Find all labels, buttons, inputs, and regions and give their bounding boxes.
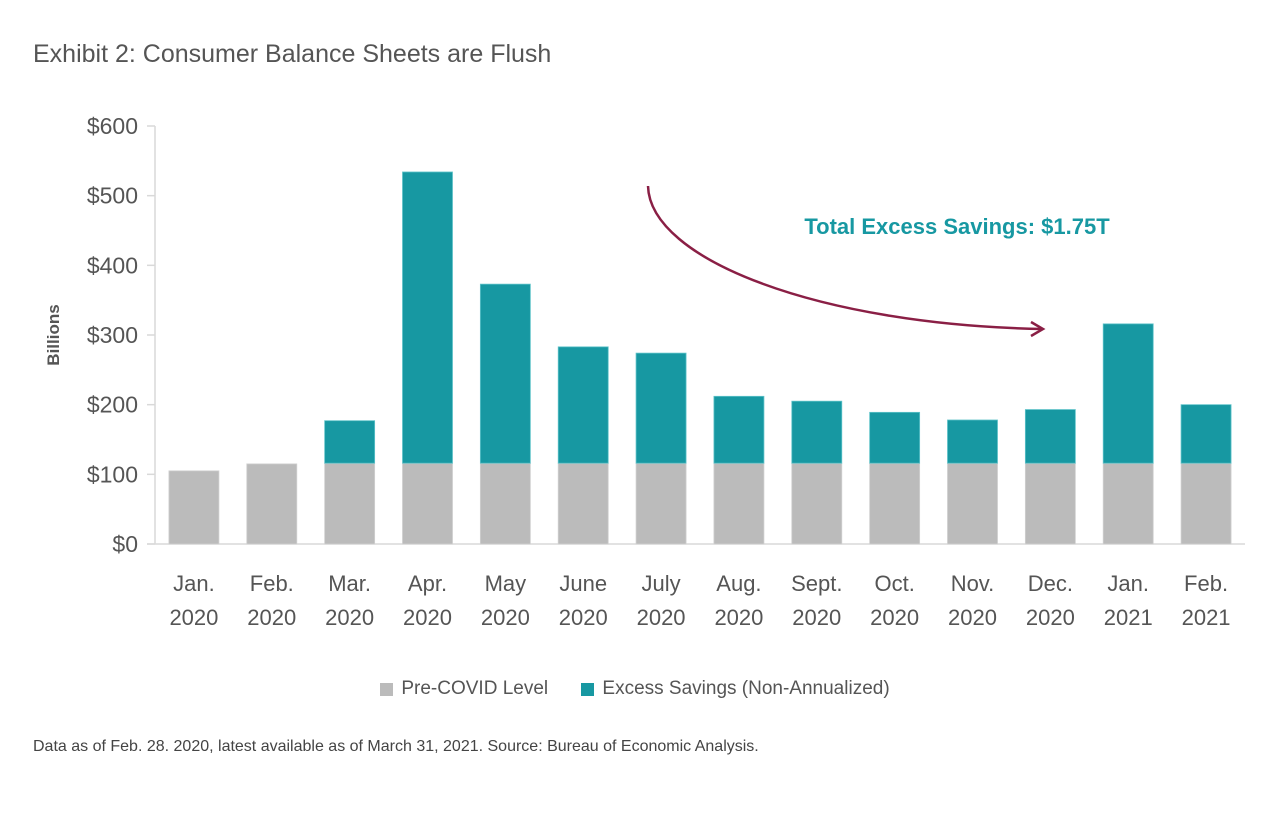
x-tick-label: 2020 — [870, 605, 919, 630]
legend-swatch-pre-covid — [380, 682, 394, 696]
bar-pre-covid — [869, 462, 921, 545]
y-tick-label: $0 — [112, 531, 138, 557]
bar-excess-savings — [557, 346, 609, 464]
x-tick-label: Apr. — [408, 571, 447, 596]
source-note: Data as of Feb. 28. 2020, latest availab… — [33, 738, 759, 755]
bar-excess-savings — [1180, 404, 1232, 464]
x-tick-label: Feb. — [1184, 571, 1228, 596]
annotation-arrow — [646, 185, 1044, 331]
x-tick-label: Aug. — [716, 571, 761, 596]
x-tick-label: 2020 — [559, 605, 608, 630]
bar-pre-covid — [713, 462, 765, 545]
bar-pre-covid — [168, 470, 220, 545]
bar-pre-covid — [791, 462, 843, 545]
legend-item-excess-savings: Excess Savings (Non-Annualized) — [581, 678, 890, 700]
y-tick-label: $200 — [87, 392, 138, 418]
x-tick-label: Sept. — [791, 571, 842, 596]
y-tick-label: $400 — [87, 252, 138, 278]
x-tick-label: May — [485, 571, 527, 596]
bar-pre-covid — [402, 462, 453, 545]
x-tick-label: Feb. — [250, 571, 294, 596]
bar-pre-covid — [1024, 462, 1076, 545]
x-tick-label: June — [559, 571, 607, 596]
x-tick-label: Oct. — [874, 571, 914, 596]
bar-pre-covid — [635, 462, 687, 545]
bar-pre-covid — [1102, 462, 1154, 545]
annotation-text: Total Excess Savings: $1.75T — [804, 214, 1110, 239]
bar-excess-savings — [479, 283, 531, 464]
x-tick-label: Dec. — [1028, 571, 1073, 596]
chart-title: Exhibit 2: Consumer Balance Sheets are F… — [33, 40, 552, 68]
x-tick-label: 2020 — [714, 605, 763, 630]
x-tick-label: Mar. — [328, 571, 371, 596]
bar-pre-covid — [479, 462, 531, 545]
x-tick-label: 2020 — [325, 605, 374, 630]
bar-excess-savings — [402, 171, 453, 464]
bar-excess-savings — [324, 420, 376, 464]
y-axis-label: Billions — [44, 304, 63, 365]
x-tick-label: 2020 — [1026, 605, 1075, 630]
y-tick-label: $600 — [87, 113, 138, 139]
legend-item-pre-covid: Pre-COVID Level — [380, 678, 548, 700]
x-tick-label: 2020 — [481, 605, 530, 630]
bar-excess-savings — [635, 352, 687, 464]
legend-label: Pre-COVID Level — [401, 678, 549, 699]
bar-pre-covid — [1180, 462, 1232, 545]
arrowhead-icon — [1030, 320, 1046, 338]
x-tick-label: 2020 — [792, 605, 841, 630]
x-tick-label: 2020 — [403, 605, 452, 630]
bar-pre-covid — [246, 463, 298, 545]
bar-excess-savings — [713, 395, 765, 464]
x-tick-label: 2021 — [1104, 605, 1153, 630]
x-tick-label: 2020 — [948, 605, 997, 630]
x-tick-label: Jan. — [173, 571, 215, 596]
legend: Pre-COVID Level Excess Savings (Non-Annu… — [0, 678, 1270, 702]
bar-pre-covid — [557, 462, 609, 545]
bar-pre-covid — [324, 462, 376, 545]
bar-excess-savings — [791, 400, 843, 464]
x-tick-label: 2020 — [169, 605, 218, 630]
bar-excess-savings — [1102, 323, 1154, 464]
x-tick-label: 2020 — [247, 605, 296, 630]
legend-label: Excess Savings (Non-Annualized) — [602, 678, 890, 699]
x-tick-label: 2020 — [637, 605, 686, 630]
y-tick-label: $300 — [87, 322, 138, 348]
y-tick-label: $500 — [87, 183, 138, 209]
x-tick-label: Jan. — [1107, 571, 1149, 596]
bar-excess-savings — [869, 411, 921, 464]
bar-excess-savings — [947, 419, 998, 464]
y-tick-label: $100 — [87, 461, 138, 487]
legend-swatch-excess-savings — [581, 682, 595, 696]
x-tick-label: Nov. — [951, 571, 995, 596]
bar-excess-savings — [1024, 409, 1076, 464]
bar-pre-covid — [947, 462, 998, 545]
x-tick-label: July — [642, 571, 681, 596]
x-tick-label: 2021 — [1182, 605, 1231, 630]
